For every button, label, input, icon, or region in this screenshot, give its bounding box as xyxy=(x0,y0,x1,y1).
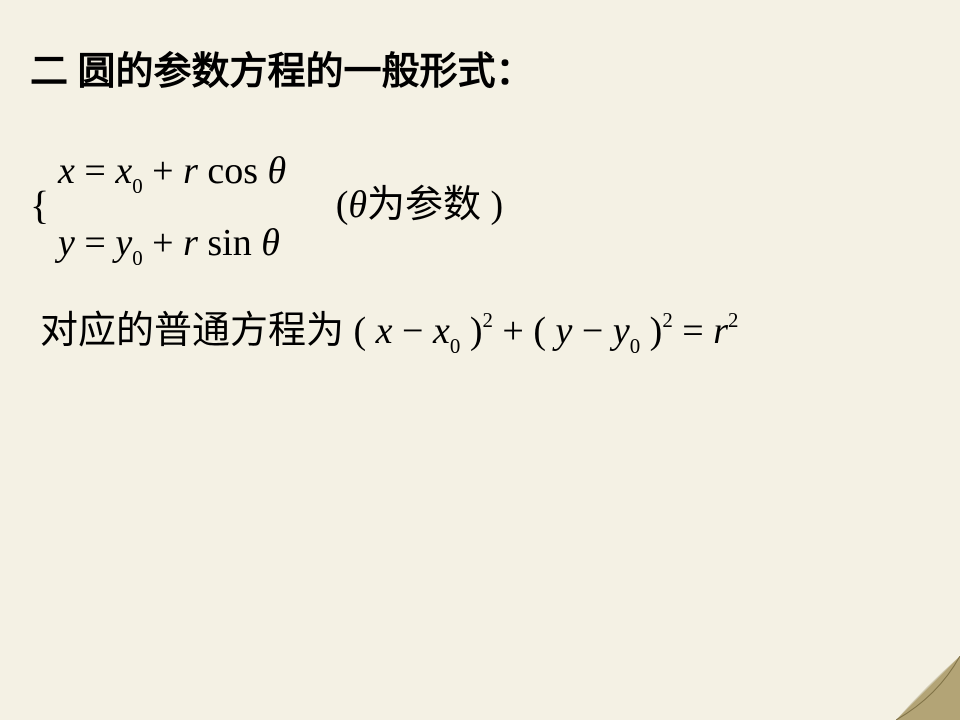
op-eq: = xyxy=(75,150,115,192)
op-minus: − xyxy=(572,310,612,352)
sub-0: 0 xyxy=(450,334,460,358)
space xyxy=(198,150,208,192)
op-plus: + xyxy=(493,310,533,352)
space xyxy=(258,150,268,192)
param-note: (θ为参数 ) xyxy=(296,184,504,226)
var-y: y xyxy=(556,310,573,352)
var-y0: y xyxy=(115,222,132,264)
space xyxy=(252,222,262,264)
sup-2: 2 xyxy=(728,308,738,332)
space xyxy=(344,310,354,352)
var-x0: x xyxy=(433,310,450,352)
paren-open: ( xyxy=(354,310,376,352)
var-r: r xyxy=(713,310,728,352)
sub-0: 0 xyxy=(132,174,142,198)
paren-open: ( xyxy=(336,184,349,226)
op-plus: + xyxy=(143,150,183,192)
eq-line-cartesian: 对应的普通方程为 ( x − x0 )2 + ( y − y0 )2 = r2 xyxy=(40,299,930,358)
left-brace: { xyxy=(30,168,49,244)
paren-close: ) xyxy=(481,184,503,226)
paren-close: ) xyxy=(460,310,482,352)
var-r: r xyxy=(183,222,198,264)
page-curl-icon xyxy=(896,656,960,720)
var-theta: θ xyxy=(348,184,367,226)
fn-cos: cos xyxy=(207,150,258,192)
var-r: r xyxy=(183,150,198,192)
fn-sin: sin xyxy=(207,222,251,264)
var-y0: y xyxy=(613,310,630,352)
op-eq: = xyxy=(75,222,115,264)
sup-2: 2 xyxy=(662,308,672,332)
op-plus: + xyxy=(143,222,183,264)
op-minus: − xyxy=(393,310,433,352)
cn-text: 为参数 xyxy=(367,184,481,226)
paren-open: ( xyxy=(533,310,555,352)
parametric-system: { x = x0 + r cos θ (θ为参数 ) y = y0 + r si… xyxy=(40,135,930,279)
cn-prefix: 对应的普通方程为 xyxy=(40,310,344,352)
var-x: x xyxy=(376,310,393,352)
op-eq: = xyxy=(673,310,713,352)
eq-line-x: x = x0 + r cos θ (θ为参数 ) xyxy=(58,135,930,207)
paren-close: ) xyxy=(640,310,662,352)
var-theta: θ xyxy=(261,222,280,264)
sup-2: 2 xyxy=(482,308,492,332)
space xyxy=(198,222,208,264)
slide-title: 二 圆的参数方程的一般形式： xyxy=(30,40,930,95)
sub-0: 0 xyxy=(132,246,142,270)
var-x0: x xyxy=(115,150,132,192)
slide: 二 圆的参数方程的一般形式： { x = x0 + r cos θ (θ为参数 … xyxy=(0,0,960,720)
var-y: y xyxy=(58,222,75,264)
var-theta: θ xyxy=(268,150,287,192)
content-area: { x = x0 + r cos θ (θ为参数 ) y = y0 + r si… xyxy=(30,135,930,358)
var-x: x xyxy=(58,150,75,192)
sub-0: 0 xyxy=(630,334,640,358)
